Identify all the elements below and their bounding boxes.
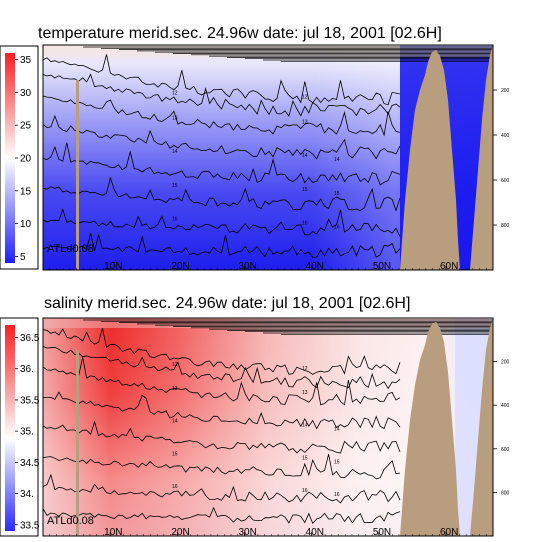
- contour-label: 16: [334, 225, 340, 231]
- land-spike: [76, 80, 79, 270]
- contour-label: 16: [172, 217, 178, 223]
- colorbar-tick-label: 34.5: [20, 458, 40, 469]
- contour-label: 15: [334, 191, 340, 197]
- temperature-field: 12 12 13 13 14 14 14 15 15 15 16 16 16 ATLd0.08: [43, 45, 493, 270]
- x-tick-label: 50N: [373, 527, 391, 538]
- colorbar-tick-label: 35.: [20, 427, 34, 438]
- x-tick-label: 60N: [440, 527, 458, 538]
- depth-tick-label: 800: [501, 490, 510, 496]
- contour-label: 14: [334, 157, 340, 163]
- contour-label: 16: [302, 488, 308, 494]
- contour-label: 15: [172, 183, 178, 189]
- colorbar-tick-label: 5: [20, 252, 26, 263]
- contour-label: 14: [172, 419, 178, 425]
- colorbar-tick-label: 15: [20, 186, 32, 197]
- colorbar-tick-label: 33.5: [20, 520, 40, 531]
- x-tick-label: 50N: [373, 261, 391, 272]
- contour-label: 12: [302, 95, 308, 101]
- depth-tick-label: 200: [501, 88, 510, 94]
- colorbar-tick-label: 34.: [20, 489, 34, 500]
- x-tick-label: 10N: [104, 527, 122, 538]
- depth-tick-label: 800: [501, 223, 510, 229]
- colorbar-tick-label: 10: [20, 219, 32, 230]
- isoline: [43, 95, 401, 137]
- contour-label: 16: [172, 484, 178, 490]
- x-tick-label: 20N: [171, 261, 189, 272]
- contour-label: 13: [302, 119, 308, 125]
- isoline: [43, 176, 401, 212]
- contour-label: 13: [302, 390, 308, 396]
- depth-tick-label: 400: [501, 133, 510, 139]
- salinity-colorbar: 36.5 36. 35.5 35. 34.5 34. 33.5: [0, 317, 40, 537]
- temperature-colorbar: 35 30 25 20 15 10 5: [0, 45, 39, 270]
- contour-label: 14: [302, 423, 308, 429]
- contour-label: 12: [302, 366, 308, 372]
- colorbar-tick-label: 35.5: [20, 395, 40, 406]
- isoline: [43, 142, 401, 186]
- contour-label: 15: [302, 455, 308, 461]
- isoline: [43, 114, 401, 160]
- salinity-run-label: ATLd0.08: [47, 515, 94, 527]
- contour-label: 13: [172, 115, 178, 121]
- isoline: [43, 473, 401, 504]
- colorbar-tick-label: 25: [20, 121, 32, 132]
- x-tick-label: 60N: [440, 261, 458, 272]
- temperature-run-label: ATLd0.08: [47, 243, 94, 255]
- land-spike: [76, 350, 79, 536]
- isoline: [43, 208, 401, 237]
- contour-label: 15: [302, 187, 308, 193]
- land-ridge: [400, 50, 460, 270]
- colorbar-ramp: [5, 53, 15, 263]
- isoline: [43, 454, 401, 480]
- contour-label: 14: [172, 149, 178, 155]
- x-tick-label: 20N: [171, 527, 189, 538]
- salinity-panel: salinity merid.sec. 24.96w date: jul 18,…: [0, 295, 510, 538]
- isoline: [43, 328, 401, 375]
- isoline: [43, 420, 401, 454]
- depth-tick-label: 200: [501, 360, 510, 366]
- x-tick-label: 40N: [306, 527, 324, 538]
- contour-label: 16: [302, 221, 308, 227]
- colorbar-tick-label: 30: [20, 88, 32, 99]
- colorbar-ramp: [5, 325, 15, 531]
- contour-label: 14: [302, 153, 308, 159]
- colorbar-tick-label: 20: [20, 154, 32, 165]
- colorbar-tick-label: 35: [20, 55, 32, 66]
- land-ridge: [400, 322, 460, 536]
- depth-tick-label: 400: [501, 403, 510, 409]
- salinity-field: 12 12 13 13 14 14 14 15 15 15 16 16 16 ATLd0.08: [43, 318, 493, 536]
- x-tick-label: 10N: [104, 261, 122, 272]
- x-tick-label: 40N: [306, 261, 324, 272]
- depth-tick-label: 600: [501, 447, 510, 453]
- temperature-title: temperature merid.sec. 24.96w date: jul …: [38, 25, 442, 42]
- contour-label: 14: [334, 427, 340, 433]
- contour-label: 12: [172, 91, 178, 97]
- contour-label: 15: [334, 459, 340, 465]
- salinity-frame: [42, 317, 494, 537]
- contour-label: 12: [172, 362, 178, 368]
- isoline: [43, 233, 401, 258]
- colorbar-tick-label: 36.5: [20, 333, 40, 344]
- land-ridge: [470, 45, 493, 270]
- isoline: [43, 356, 401, 406]
- colorbar-tick-label: 36.: [20, 364, 34, 375]
- temperature-frame: [42, 44, 494, 271]
- temperature-panel: temperature merid.sec. 24.96w date: jul …: [0, 25, 510, 272]
- depth-tick-label: 600: [501, 178, 510, 184]
- isoline: [43, 73, 401, 117]
- isoline: [43, 345, 401, 390]
- land-ridge: [470, 318, 493, 536]
- contour-label: 13: [172, 386, 178, 392]
- isoline: [43, 506, 401, 525]
- x-tick-label: 30N: [238, 261, 256, 272]
- x-tick-label: 30N: [238, 527, 256, 538]
- salinity-title: salinity merid.sec. 24.96w date: jul 18,…: [44, 295, 410, 312]
- isoline: [43, 391, 401, 430]
- isoline: [43, 54, 401, 106]
- contour-label: 16: [334, 492, 340, 498]
- contour-label: 15: [172, 451, 178, 457]
